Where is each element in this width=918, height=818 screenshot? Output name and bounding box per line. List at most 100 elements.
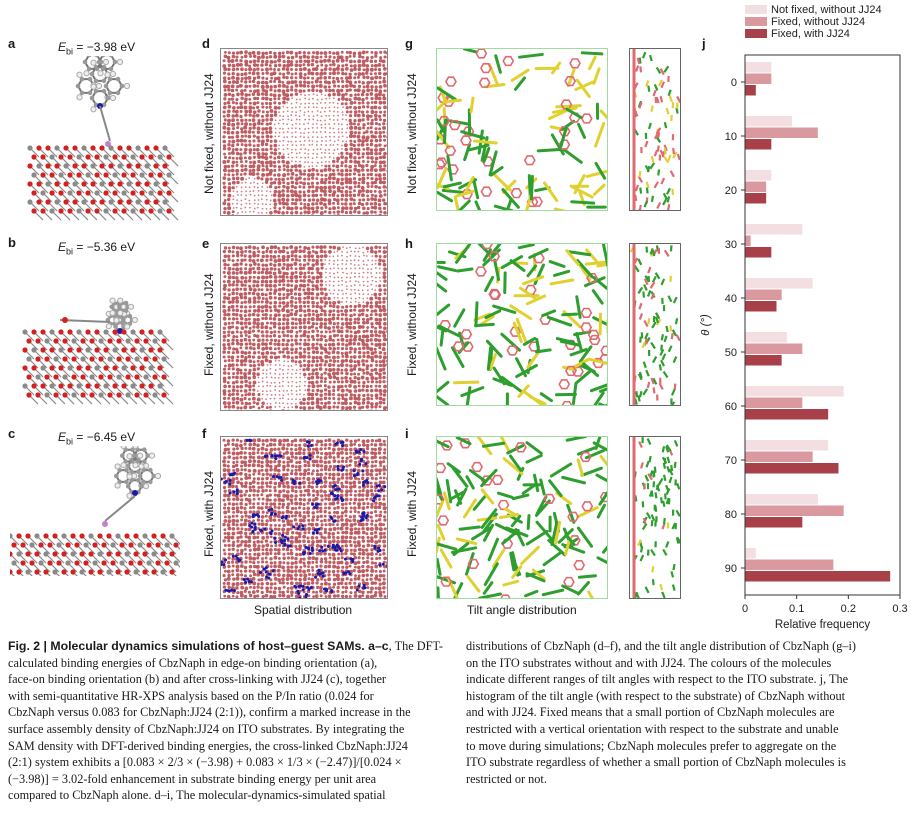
caption-line: with semi-quantitative HR-XPS analysis b… — [8, 688, 374, 703]
atom — [79, 551, 85, 557]
atom — [35, 338, 41, 344]
atom — [128, 560, 134, 566]
atom — [71, 338, 77, 344]
atom — [44, 356, 50, 362]
atom — [40, 190, 46, 196]
atom — [121, 172, 127, 178]
atom — [123, 308, 129, 313]
atom — [85, 208, 91, 214]
atom — [35, 374, 41, 380]
atom — [49, 365, 55, 371]
atom — [88, 569, 94, 575]
caption-line: and with JJ24. Fixed means that a small … — [466, 705, 835, 720]
bar — [745, 409, 829, 420]
atom — [11, 542, 17, 548]
atom — [96, 59, 102, 65]
atom — [89, 356, 95, 362]
atom — [10, 533, 13, 539]
atom — [98, 338, 104, 344]
atom — [65, 542, 71, 548]
atom — [130, 365, 136, 371]
y-tick-label: 20 — [725, 185, 737, 197]
y-tick-label: 80 — [725, 509, 737, 521]
legend-swatch — [745, 17, 767, 26]
atom — [135, 181, 141, 187]
side-view-molecules — [630, 244, 680, 405]
atom — [54, 181, 60, 187]
atom — [148, 208, 154, 214]
atom — [119, 560, 125, 566]
caption-line: Fig. 2 | Molecular dynamics simulations … — [8, 639, 443, 653]
atom — [164, 542, 170, 548]
atom — [72, 163, 78, 169]
atom — [76, 71, 83, 78]
atom — [124, 533, 130, 539]
atom — [10, 551, 13, 557]
atom — [102, 58, 110, 66]
atom — [155, 560, 161, 566]
panel-label-d: d — [202, 36, 210, 51]
bar — [745, 386, 844, 397]
atom — [117, 297, 124, 304]
atom — [125, 392, 131, 398]
bar — [745, 505, 844, 516]
atom — [90, 181, 96, 187]
atom — [117, 163, 123, 169]
atom — [157, 347, 163, 353]
atom — [67, 208, 73, 214]
atom — [160, 551, 166, 557]
atom — [126, 145, 132, 151]
row-label-i: Fixed, with JJ24 — [405, 470, 419, 557]
atom — [76, 190, 82, 196]
atom — [74, 560, 80, 566]
atom — [146, 542, 152, 548]
atom — [53, 356, 59, 362]
bar — [745, 139, 772, 150]
atom — [40, 154, 46, 160]
atom — [105, 141, 111, 147]
carbazole-molecule — [114, 446, 162, 499]
atom — [102, 521, 108, 527]
atom — [105, 95, 111, 101]
atom — [130, 329, 136, 335]
atom — [70, 533, 76, 539]
atom — [76, 347, 82, 353]
atom — [72, 145, 78, 151]
atom — [49, 329, 55, 335]
atom — [151, 551, 157, 557]
atom — [125, 374, 131, 380]
atom — [169, 551, 175, 557]
bar — [745, 289, 782, 300]
atom — [67, 365, 73, 371]
atom — [114, 463, 121, 470]
atom — [107, 392, 113, 398]
atom — [166, 208, 172, 214]
atom — [114, 482, 121, 489]
atom — [145, 453, 151, 458]
atom — [148, 154, 154, 160]
atom — [38, 560, 44, 566]
atom — [63, 163, 69, 169]
atom — [99, 199, 105, 205]
atom — [160, 569, 166, 575]
atom — [90, 145, 96, 151]
atom — [115, 551, 121, 557]
atom — [124, 323, 131, 330]
atom — [157, 383, 163, 389]
atom — [81, 199, 87, 205]
atom — [62, 338, 68, 344]
bar — [745, 517, 803, 528]
atom — [160, 533, 166, 539]
atom — [45, 181, 51, 187]
atom — [136, 478, 141, 483]
atom — [26, 356, 32, 362]
atom — [103, 190, 109, 196]
atom — [79, 569, 85, 575]
atom — [142, 483, 150, 490]
atom — [52, 533, 58, 539]
atom — [79, 76, 85, 82]
panel-label-h: h — [405, 236, 413, 251]
atom — [142, 447, 147, 453]
atom — [146, 560, 152, 566]
atom — [75, 83, 81, 89]
